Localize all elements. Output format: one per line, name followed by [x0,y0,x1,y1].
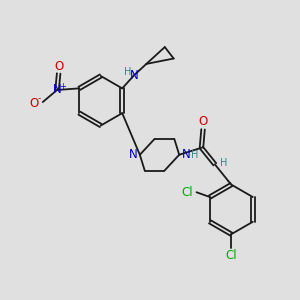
Text: O: O [54,60,63,73]
Text: Cl: Cl [226,249,237,262]
Text: H: H [220,158,227,168]
Text: -: - [38,94,41,103]
Text: +: + [59,82,66,91]
Text: H: H [191,150,198,161]
Text: Cl: Cl [181,186,193,199]
Text: O: O [30,97,39,110]
Text: N: N [182,148,190,161]
Text: N: N [53,83,62,97]
Text: H: H [124,68,131,77]
Text: O: O [198,115,208,128]
Text: N: N [128,148,137,161]
Text: N: N [130,68,139,82]
